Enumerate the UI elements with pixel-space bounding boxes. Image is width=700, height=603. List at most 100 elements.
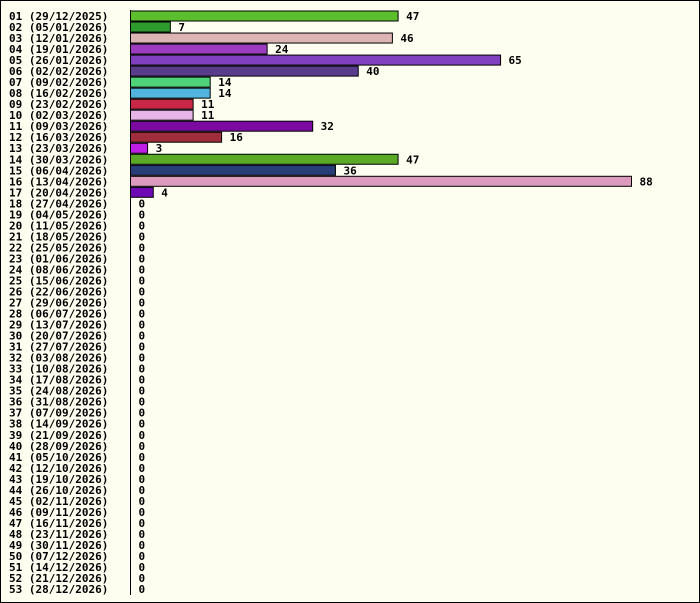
y-tick-label: 38 (14/09/2026) [9,418,108,431]
value-label: 0 [139,484,146,497]
y-tick-label: 01 (29/12/2025) [9,10,108,23]
bar [130,21,171,33]
y-tick-label: 25 (15/06/2026) [9,274,108,287]
y-tick-label: 39 (21/09/2026) [9,429,108,442]
bar [130,98,194,110]
bar [130,120,314,132]
value-label: 0 [139,308,146,321]
bar [130,87,211,99]
bar [130,54,502,66]
y-tick-label: 48 (23/11/2026) [9,528,108,541]
value-label: 0 [139,385,146,398]
y-tick-label: 51 (14/12/2026) [9,561,108,574]
value-label: 7 [178,21,185,34]
bar [130,142,149,154]
y-tick-label: 14 (30/03/2026) [9,153,108,166]
y-tick-label: 30 (20/07/2026) [9,330,108,343]
value-label: 0 [139,462,146,475]
value-label: 0 [139,495,146,508]
y-tick-label: 27 (29/06/2026) [9,297,108,310]
value-label: 32 [321,120,334,133]
bar [130,164,336,176]
y-tick-label: 20 (11/05/2026) [9,219,108,232]
y-tick-label: 37 (07/09/2026) [9,407,108,420]
y-tick-label: 06 (02/02/2026) [9,65,108,78]
value-label: 40 [366,65,379,78]
value-label: 47 [406,153,419,166]
bar [130,131,223,143]
value-label: 46 [400,32,414,45]
y-tick-label: 50 (07/12/2026) [9,550,108,563]
value-label: 0 [139,583,146,596]
bar [130,186,154,198]
y-tick-label: 43 (19/10/2026) [9,473,108,486]
y-tick-label: 34 (17/08/2026) [9,374,108,387]
value-label: 0 [139,319,146,332]
y-tick-label: 21 (18/05/2026) [9,230,108,243]
y-tick-label: 49 (30/11/2026) [9,539,108,552]
y-tick-label: 44 (26/10/2026) [9,484,108,497]
value-label: 0 [139,550,146,563]
y-tick-label: 45 (02/11/2026) [9,495,108,508]
y-tick-label: 19 (04/05/2026) [9,208,108,221]
value-label: 0 [139,241,146,254]
value-label: 0 [139,208,146,221]
value-label: 0 [139,396,146,409]
value-label: 14 [218,76,232,89]
value-label: 0 [139,440,146,453]
y-tick-label: 42 (12/10/2026) [9,462,108,475]
value-label: 0 [139,330,146,343]
y-tick-label: 29 (13/07/2026) [9,319,108,332]
y-tick-label: 05 (26/01/2026) [9,54,108,67]
value-label: 47 [406,10,419,23]
value-label: 4 [161,186,168,199]
bar [130,10,399,22]
value-label: 0 [139,506,146,519]
y-tick-label: 09 (23/02/2026) [9,98,108,111]
y-tick-label: 24 (08/06/2026) [9,263,108,276]
value-label: 0 [139,274,146,287]
value-label: 0 [139,219,146,232]
value-label: 88 [640,175,653,188]
bar [130,109,194,121]
y-tick-label: 22 (25/05/2026) [9,241,108,254]
value-label: 11 [201,109,215,122]
bar [130,175,632,187]
y-tick-label: 41 (05/10/2026) [9,451,108,464]
y-tick-label: 23 (01/06/2026) [9,252,108,265]
value-label: 0 [139,252,146,265]
value-label: 0 [139,297,146,310]
y-tick-label: 18 (27/04/2026) [9,197,108,210]
value-label: 0 [139,363,146,376]
y-tick-label: 52 (21/12/2026) [9,572,108,585]
y-tick-label: 32 (03/08/2026) [9,352,108,365]
y-tick-label: 46 (09/11/2026) [9,506,108,519]
y-tick-label: 02 (05/01/2026) [9,21,108,34]
y-tick-label: 07 (09/02/2026) [9,76,108,89]
bar [130,32,393,44]
bar [130,43,268,55]
y-tick-label: 33 (10/08/2026) [9,363,108,376]
y-tick-label: 16 (13/04/2026) [9,175,108,188]
y-tick-label: 10 (02/03/2026) [9,109,108,122]
value-label: 16 [230,131,244,144]
y-tick-label: 03 (12/01/2026) [9,32,108,45]
value-label: 3 [156,142,163,155]
value-label: 0 [139,286,146,299]
value-label: 36 [343,164,357,177]
value-label: 0 [139,407,146,420]
value-label: 0 [139,473,146,486]
y-tick-label: 28 (06/07/2026) [9,308,108,321]
y-tick-label: 04 (19/01/2026) [9,43,108,56]
value-label: 0 [139,517,146,530]
value-label: 0 [139,263,146,276]
bar [130,153,399,165]
value-label: 0 [139,341,146,354]
value-label: 0 [139,418,146,431]
y-tick-label: 11 (09/03/2026) [9,120,108,133]
value-label: 0 [139,352,146,365]
bar [130,65,359,77]
value-label: 0 [139,429,146,442]
value-label: 0 [139,561,146,574]
